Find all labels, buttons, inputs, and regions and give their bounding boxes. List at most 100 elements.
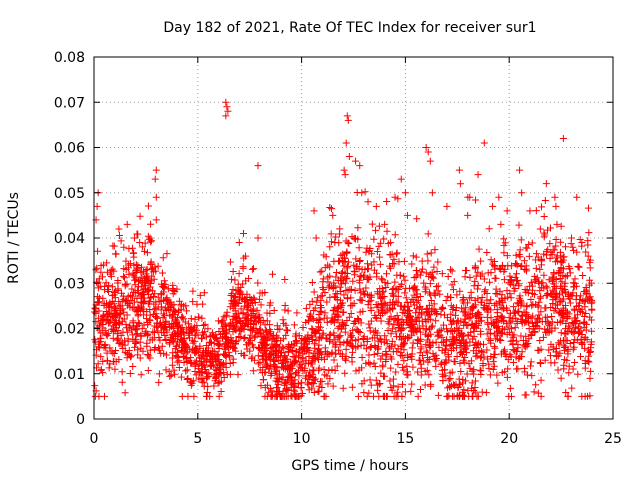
data-point	[116, 301, 124, 309]
data-point	[545, 327, 553, 335]
data-point	[339, 250, 347, 258]
data-point	[302, 304, 310, 312]
data-point	[516, 296, 524, 304]
data-point	[169, 336, 177, 344]
data-point	[536, 287, 544, 295]
data-point	[317, 308, 325, 316]
data-point	[177, 300, 185, 308]
data-point	[422, 325, 430, 333]
data-point	[137, 303, 145, 311]
data-point	[343, 270, 351, 278]
data-point	[402, 294, 410, 302]
data-point	[193, 357, 201, 365]
data-point	[370, 359, 378, 367]
data-point	[222, 359, 230, 367]
data-point	[106, 270, 114, 278]
data-point	[522, 308, 530, 316]
data-point	[223, 103, 231, 111]
data-point	[464, 211, 472, 219]
data-point	[461, 273, 469, 281]
data-point	[515, 221, 523, 229]
data-point	[330, 319, 338, 327]
data-point	[94, 299, 102, 307]
data-point	[91, 382, 99, 390]
data-point	[388, 355, 396, 363]
data-point	[239, 309, 247, 317]
data-point	[534, 346, 542, 354]
data-point	[475, 310, 483, 318]
data-point	[515, 250, 523, 258]
data-point	[465, 294, 473, 302]
data-point	[222, 328, 230, 336]
data-point	[97, 268, 105, 276]
data-point	[474, 171, 482, 179]
data-point	[569, 246, 577, 254]
data-point	[389, 375, 397, 383]
data-point	[394, 392, 402, 400]
data-point	[550, 270, 558, 278]
data-point	[433, 354, 441, 362]
data-point	[340, 254, 348, 262]
data-point	[573, 336, 581, 344]
data-point	[519, 312, 527, 320]
data-point	[437, 305, 445, 313]
data-point	[431, 246, 439, 254]
data-point	[319, 275, 327, 283]
data-point	[501, 295, 509, 303]
data-point	[308, 333, 316, 341]
data-point	[556, 337, 564, 345]
data-point	[189, 339, 197, 347]
data-point	[447, 266, 455, 274]
data-point	[184, 375, 192, 383]
data-point	[391, 231, 399, 239]
data-point	[141, 239, 149, 247]
data-point	[566, 265, 574, 273]
data-point	[170, 366, 178, 374]
data-point	[581, 334, 589, 342]
data-point	[536, 337, 544, 345]
data-point	[546, 240, 554, 248]
data-point	[541, 304, 549, 312]
data-point	[370, 350, 378, 358]
data-point	[408, 344, 416, 352]
data-point	[128, 285, 136, 293]
data-point	[551, 359, 559, 367]
data-point	[393, 333, 401, 341]
data-point	[447, 310, 455, 318]
data-point	[386, 251, 394, 259]
data-point	[264, 381, 272, 389]
data-point	[573, 248, 581, 256]
data-point	[367, 381, 375, 389]
data-point	[551, 324, 559, 332]
data-point	[428, 269, 436, 277]
data-point	[514, 365, 522, 373]
data-point	[162, 337, 170, 345]
data-point	[274, 325, 282, 333]
data-point	[461, 353, 469, 361]
data-point	[321, 344, 329, 352]
data-point	[279, 316, 287, 324]
data-point	[119, 345, 127, 353]
data-point	[523, 302, 531, 310]
data-point	[483, 296, 491, 304]
data-point	[512, 270, 520, 278]
data-point	[403, 371, 411, 379]
data-point	[93, 202, 101, 210]
data-point	[155, 344, 163, 352]
data-point	[306, 301, 314, 309]
data-point	[474, 281, 482, 289]
data-point	[378, 294, 386, 302]
data-point	[324, 380, 332, 388]
data-point	[360, 271, 368, 279]
data-point	[183, 325, 191, 333]
data-point	[399, 364, 407, 372]
data-point	[133, 230, 141, 238]
data-point	[287, 374, 295, 382]
data-point	[223, 330, 231, 338]
data-point	[322, 253, 330, 261]
data-point	[284, 327, 292, 335]
data-point	[388, 337, 396, 345]
data-point	[169, 287, 177, 295]
data-point	[515, 355, 523, 363]
data-point	[224, 107, 232, 115]
